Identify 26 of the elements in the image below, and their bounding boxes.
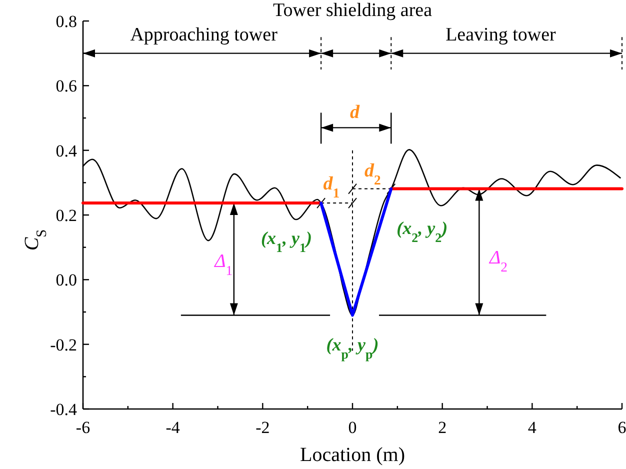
- y-tick-label: 0.6: [56, 76, 77, 96]
- annotation: Approaching tower: [130, 24, 278, 46]
- annotation: d$_{1}$: [323, 173, 340, 200]
- x-tick-label: -2: [256, 418, 270, 437]
- annotation: (x$_{2}$, y$_{2}$): [396, 218, 448, 245]
- annotation: d: [350, 102, 360, 124]
- x-tick-label: 0: [348, 418, 357, 437]
- y-tick-label: -0.4: [50, 400, 78, 419]
- annotation: Δ$_{1}$: [214, 250, 233, 278]
- annotation: Leaving tower: [446, 24, 557, 46]
- x-tick-label: 2: [438, 418, 447, 437]
- annotation: (x$_{1}$, y$_{1}$): [260, 228, 312, 254]
- y-tick-label: -0.2: [50, 335, 77, 354]
- y-tick-label: 0.8: [56, 12, 77, 31]
- x-tick-label: -4: [166, 418, 180, 437]
- x-tick-label: -6: [76, 418, 90, 437]
- y-tick-label: 0.0: [56, 270, 77, 290]
- x-tick-label: 6: [618, 418, 626, 437]
- x-tick-label: 4: [528, 418, 537, 437]
- annotation: Δ$_{2}$: [488, 248, 508, 274]
- y-tick-label: 0.2: [56, 206, 77, 225]
- chart-title: Tower shielding area: [272, 0, 433, 21]
- y-tick-label: 0.4: [56, 141, 78, 160]
- x-axis-title: Location (m): [300, 444, 405, 466]
- annotation: (x$_{p}$, y$_{p}$): [326, 334, 379, 362]
- annotation: d$_{2}$: [364, 160, 382, 187]
